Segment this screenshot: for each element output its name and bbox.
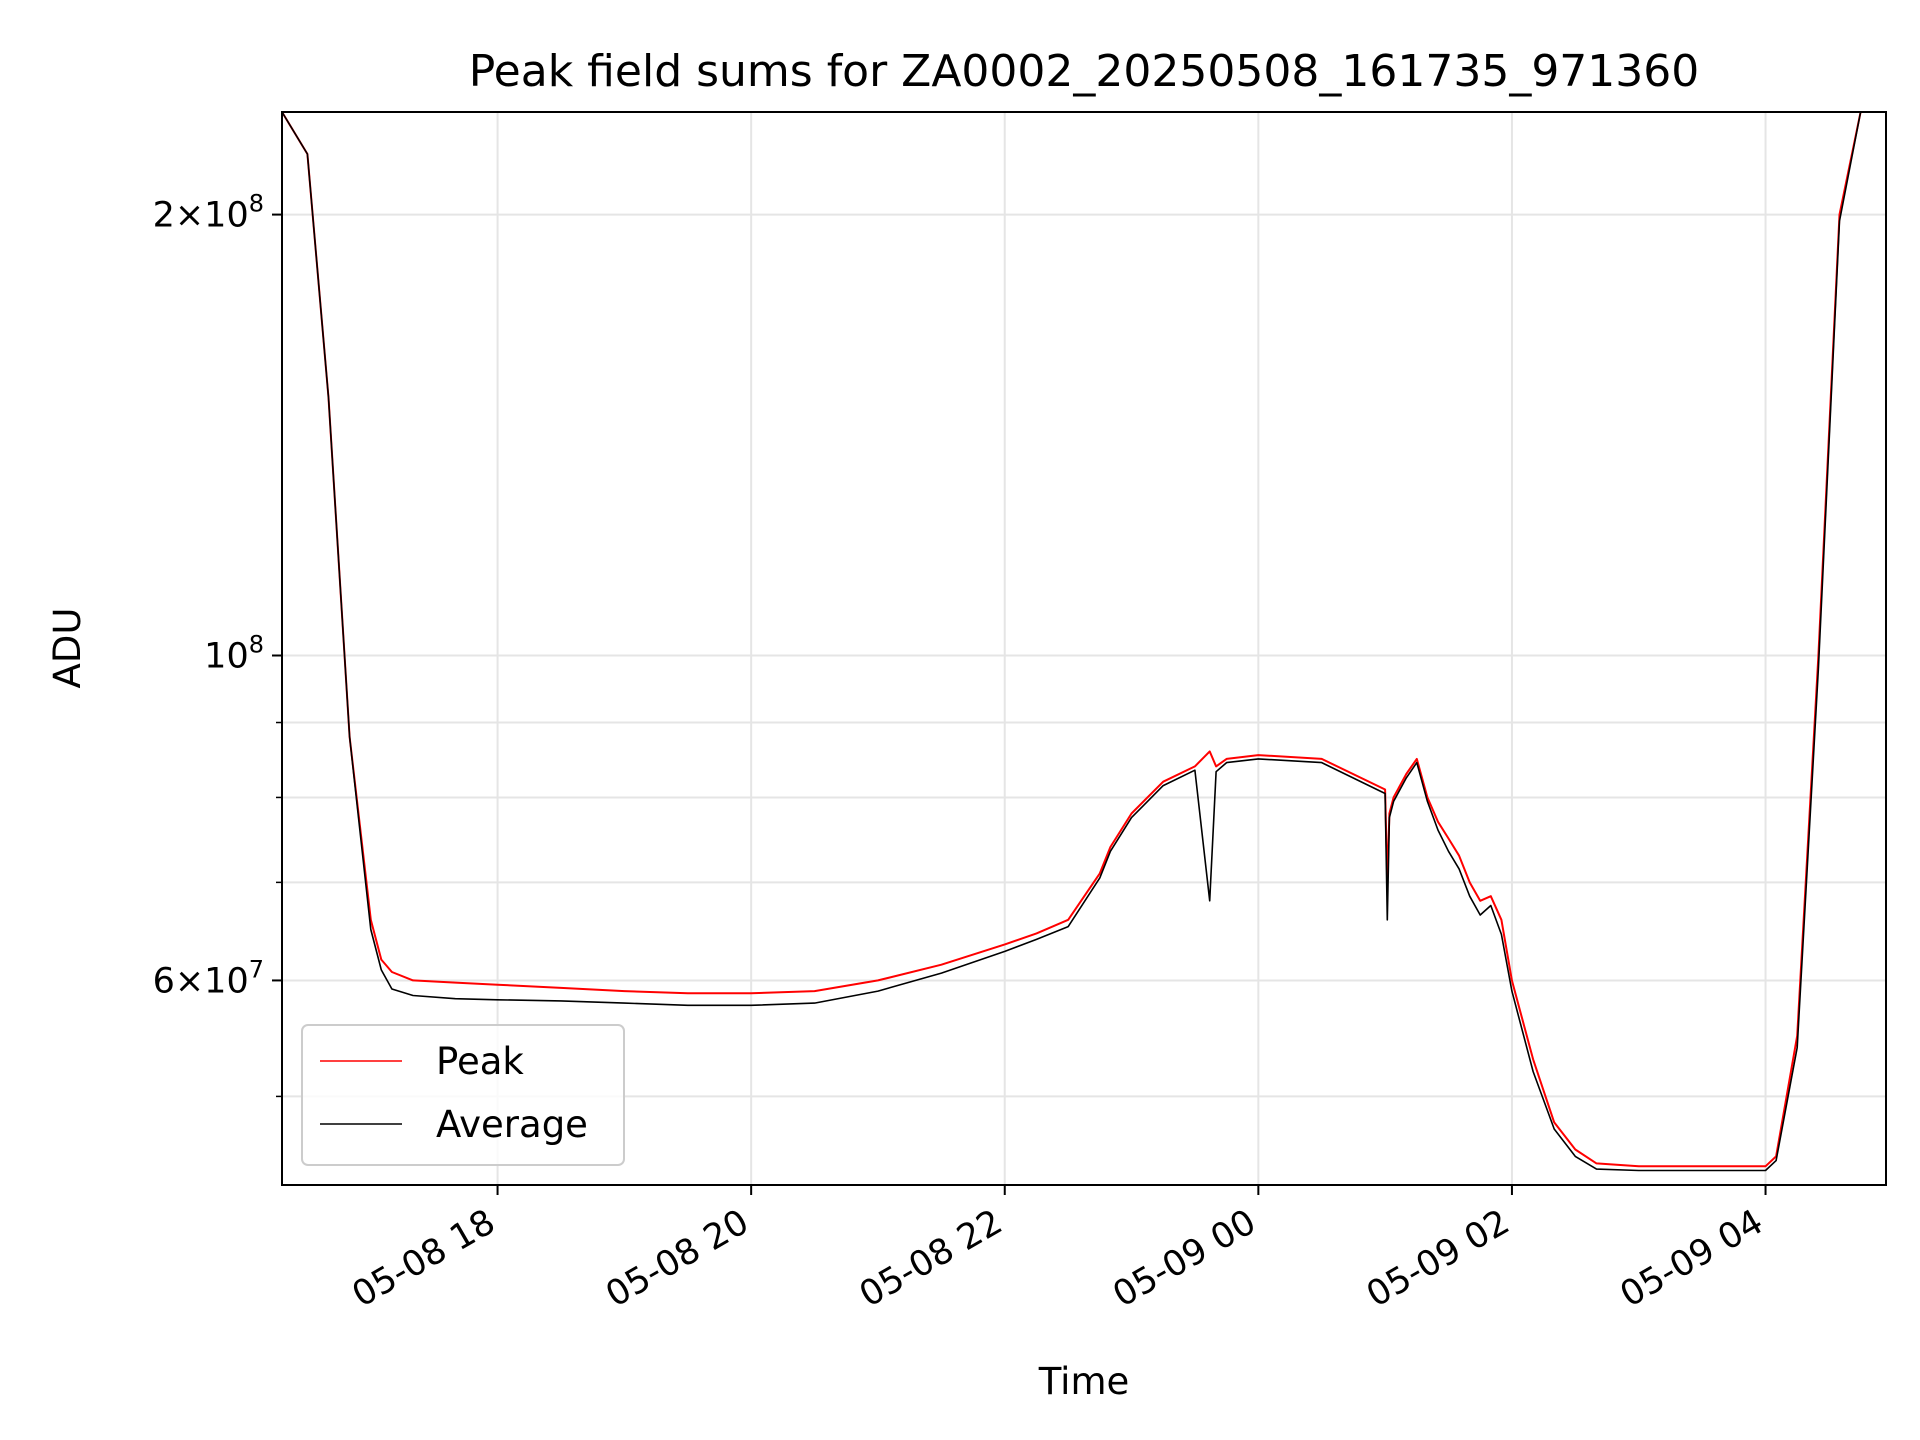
chart-title: Peak field sums for ZA0002_20250508_1617… bbox=[469, 46, 1700, 97]
legend-box bbox=[301, 1024, 625, 1166]
plot-frame bbox=[281, 111, 1887, 1186]
y-tick-label: 2×108 bbox=[153, 190, 264, 236]
series-line-peak bbox=[282, 112, 1886, 1168]
x-axis-label: Time bbox=[1038, 1360, 1130, 1403]
series-layer bbox=[282, 112, 1886, 1172]
y-axis-label: ADU bbox=[46, 608, 89, 689]
legend: Peak Average bbox=[301, 1024, 625, 1166]
legend-label-peak: Peak bbox=[436, 1040, 524, 1083]
legend-label-average: Average bbox=[436, 1103, 588, 1146]
y-tick-label: 6×107 bbox=[153, 955, 264, 1001]
grid-lines bbox=[282, 112, 1886, 1185]
series-line-average bbox=[282, 112, 1886, 1172]
